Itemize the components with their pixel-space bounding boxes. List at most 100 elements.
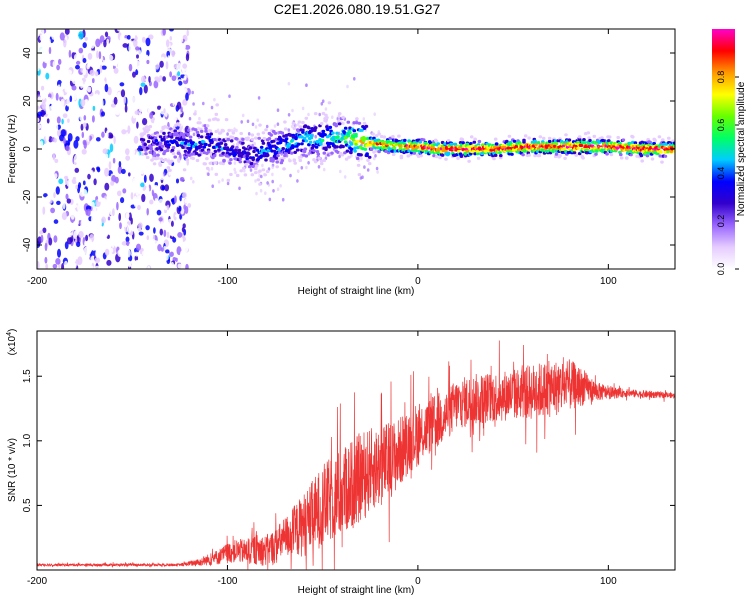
spectrogram-point	[275, 165, 280, 169]
spectrogram-point	[141, 117, 148, 126]
spectrogram-point	[192, 102, 195, 106]
spectrogram-point	[182, 223, 186, 229]
spectrogram-point	[75, 75, 82, 82]
spectrogram-y-tick-label: 0	[22, 146, 33, 152]
spectrogram-point	[352, 129, 357, 133]
spectrogram-point	[73, 103, 77, 109]
spectrogram-point	[144, 152, 148, 156]
spectrogram-point	[94, 241, 99, 249]
spectrogram-point	[56, 70, 60, 76]
colorbar-label: Normalized spectral amplitude	[736, 81, 747, 216]
colorbar-ticks: 0.0 0.2 0.4 0.6 0.8	[716, 71, 739, 275]
spectrogram-point	[70, 246, 74, 252]
spectrogram-point	[120, 168, 126, 175]
spectrogram-point	[73, 154, 80, 163]
spectrogram-point	[619, 156, 624, 160]
spectrogram-point	[50, 244, 56, 250]
spectrogram-point	[533, 154, 537, 158]
spectrogram-point	[586, 131, 591, 135]
spectrogram-point	[206, 150, 211, 154]
spectrogram-point	[72, 203, 78, 209]
spectrogram-point	[182, 54, 186, 60]
spectrogram-point	[159, 129, 164, 134]
spectrogram-point	[168, 218, 172, 223]
spectrogram-point	[169, 159, 174, 163]
spectrogram-point	[159, 60, 164, 68]
spectrogram-point	[257, 96, 261, 100]
spectrogram-point	[268, 197, 272, 202]
spectrogram-point	[40, 85, 45, 91]
spectrogram-point	[128, 43, 133, 53]
spectrogram-point	[304, 116, 309, 120]
spectrogram-point	[349, 142, 354, 146]
spectrogram-point	[287, 113, 291, 117]
spectrogram-point	[46, 96, 52, 103]
spectrogram-point	[60, 98, 65, 108]
spectrogram-point	[204, 129, 208, 133]
spectrogram-points	[37, 29, 675, 269]
spectrogram-point	[159, 148, 164, 152]
spectrogram-point	[73, 139, 79, 149]
spectrogram-point	[102, 59, 106, 66]
spectrogram-point	[81, 131, 85, 139]
spectrogram-point	[86, 150, 93, 159]
spectrogram-point	[79, 54, 83, 64]
spectrogram-point	[119, 69, 125, 79]
spectrogram-point	[136, 121, 139, 129]
spectrogram-point	[512, 139, 517, 143]
spectrogram-point	[56, 64, 60, 71]
spectrogram-point	[296, 142, 301, 146]
spectrogram-point	[83, 140, 87, 149]
spectrogram-point	[170, 148, 175, 152]
spectrogram-point	[94, 113, 100, 119]
spectrogram-point	[171, 114, 177, 123]
spectrogram-point	[95, 58, 100, 67]
snr-y-tick-label: 0.5	[22, 498, 33, 512]
spectrogram-point	[229, 139, 234, 143]
spectrogram-point	[165, 249, 170, 254]
spectrogram-point	[175, 143, 180, 147]
spectrogram-point	[110, 180, 115, 186]
spectrogram-point	[243, 173, 248, 177]
spectrogram-point	[37, 224, 41, 230]
spectrogram-point	[113, 78, 117, 84]
spectrogram-point	[183, 141, 188, 145]
spectrogram-point	[125, 155, 131, 161]
spectrogram-point	[128, 260, 132, 268]
snr-y-tick-label: 1.0	[22, 433, 33, 447]
spectrogram-point	[130, 217, 133, 225]
spectrogram-point	[135, 243, 142, 251]
spectrogram-point	[164, 88, 167, 96]
spectrogram-point	[178, 80, 183, 86]
spectrogram-point	[306, 133, 310, 137]
spectrogram-point	[96, 50, 99, 59]
spectrogram-point	[199, 135, 204, 139]
spectrogram-point	[94, 93, 99, 102]
spectrogram-point	[148, 250, 154, 258]
spectrogram-point	[125, 131, 129, 141]
spectrogram-point	[164, 205, 168, 211]
spectrogram-point	[188, 146, 193, 150]
spectrogram-point	[325, 125, 329, 129]
spectrogram-point	[221, 162, 225, 166]
spectrogram-point	[84, 240, 87, 247]
spectrogram-point	[493, 153, 498, 157]
spectrogram-point	[67, 118, 70, 123]
spectrogram-point	[208, 161, 213, 165]
spectrogram-point	[222, 158, 226, 162]
spectrogram-point	[184, 44, 191, 50]
spectrogram-point	[54, 158, 59, 163]
spectrogram-point	[254, 125, 258, 129]
spectrogram-point	[45, 72, 50, 80]
spectrogram-point	[59, 32, 65, 41]
spectrogram-point	[585, 148, 590, 152]
spectrogram-point	[50, 207, 56, 214]
spectrogram-point	[108, 54, 114, 61]
spectrogram-point	[158, 141, 163, 145]
spectrogram-point	[71, 128, 78, 136]
spectrogram-point	[147, 106, 152, 115]
spectrogram-point	[40, 234, 44, 243]
spectrogram-point	[171, 50, 176, 58]
spectrogram-y-tick-label: -20	[22, 189, 33, 204]
chart-title: C2E1.2026.080.19.51.G27	[274, 1, 441, 17]
